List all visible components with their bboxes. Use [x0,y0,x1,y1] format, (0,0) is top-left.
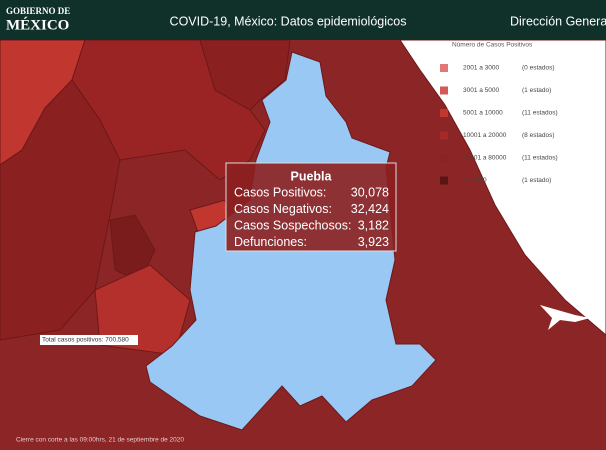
legend-swatch [440,131,448,140]
legend-range: 3001 a 5000 [463,87,500,94]
logo-top: GOBIERNO DE [6,6,70,16]
total-box [40,335,138,345]
tooltip-label: Casos Sospechosos: [234,218,351,232]
legend-range: 5001 a 10000 [463,110,503,117]
tooltip-label: Casos Negativos: [234,202,332,216]
sea [399,39,606,336]
header-right: Dirección General [510,14,606,28]
tooltip-value: 3,923 [358,235,389,249]
tooltip-label: Defunciones: [234,235,307,249]
legend-count: (11 estados) [522,155,558,162]
legend-count: (8 estados) [522,132,555,139]
legend-swatch [440,64,448,72]
logo-bottom: MÉXICO [6,16,69,33]
legend-title: Número de Casos Positivos [452,42,533,49]
header-title: COVID-19, México: Datos epidemiológicos [170,14,407,28]
total: Total casos positivos: 700,580 [42,337,129,344]
tooltip-rows: Casos Positivos: 30,078 Casos Negativos: 32… [234,185,389,249]
header-bar [0,0,606,40]
legend-count: (1 estado) [522,87,551,94]
tooltip-label: Casos Positivos: [234,185,326,199]
legend-range: 20001 a 80000 [463,155,507,162]
legend-swatch [440,154,448,162]
tooltip-value: 32,424 [351,202,389,216]
legend-range: 10001 a 20000 [463,132,507,139]
tooltip-value: 3,182 [358,218,389,232]
tooltip-value: 30,078 [351,185,389,199]
legend-swatch [440,86,448,95]
legend-swatch [440,109,448,117]
legend-count: (1 estado) [522,177,551,184]
tooltip-state: Puebla [291,169,333,183]
tooltip [225,162,397,252]
legend-swatch [440,176,448,185]
footnote: Cierre con corte a las 09:00hrs, 21 de s… [16,437,184,444]
plane-icon [540,305,590,330]
legend-count: (11 estados) [522,110,558,117]
legend-range: > 80000 [463,177,487,184]
legend-count: (0 estados) [522,65,555,72]
legend: Número de Casos Positivos 2001 a 3000 (0 … [440,42,558,185]
legend-range: 2001 a 3000 [463,65,500,72]
